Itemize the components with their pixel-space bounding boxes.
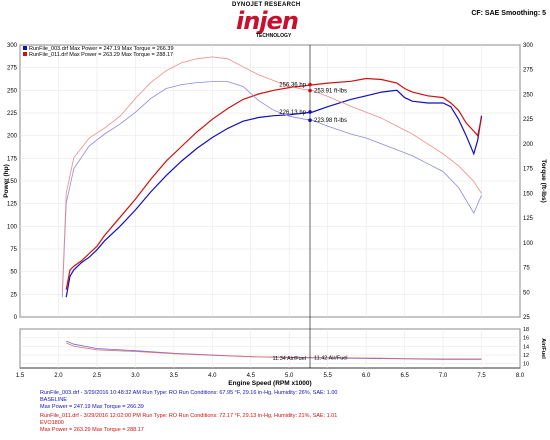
afr-axis-title: Air/Fuel [540,338,546,359]
x-tick-label: 5.5 [324,373,333,379]
y-tick-label: 175 [7,156,18,162]
run1-name: BASELINE [40,397,67,403]
legend-swatch [23,46,27,50]
y-tick-label: 300 [7,43,18,49]
x-tick-label: 3.0 [131,373,140,379]
x-tick-label: 6.0 [362,373,371,379]
afr-series-line [66,342,482,360]
y-tick-label: 75 [10,247,17,253]
x-tick-label: 3.5 [170,373,179,379]
y-right-tick-label: 50 [523,290,530,296]
brand-sub-text: TECHNOLOGY [256,33,292,39]
legend-entry: RunFile_003.drf Max Power = 247.19 Max T… [29,46,174,52]
y-right-tick-label: 150 [523,191,534,197]
y-tick-label: 250 [7,88,18,94]
afr-tick-label: 10 [523,362,529,368]
cursor-marker [308,118,312,122]
y-axis-title: Power (hp) [3,164,10,198]
y-right-tick-label: 175 [523,167,534,173]
y-tick-label: 50 [10,270,17,276]
cursor-readout: 226.13 hp [279,110,306,116]
x-tick-label: 2.5 [93,373,102,379]
cursor-marker [308,110,312,114]
x-tick-label: 2.0 [54,373,63,379]
cursor-readout: 223.98 ft-lbs [314,118,347,124]
legend-swatch [23,52,27,56]
y-right-tick-label: 225 [523,117,534,123]
x-tick-label: 1.5 [16,373,25,379]
y-right-tick-label: 125 [523,216,534,222]
series-line-power [65,89,483,298]
x-tick-label: 7.5 [477,373,486,379]
x-tick-label: 7.0 [439,373,448,379]
cursor-readout: 253.91 ft-lbs [314,89,347,95]
y-right-tick-label: 250 [523,92,534,98]
series-line-power [65,77,483,290]
y-right-axis-title: Torque (ft-lbs) [540,159,547,203]
y-right-tick-label: 25 [523,315,530,321]
cursor-marker [308,82,312,87]
run1-details: RunFile_003.drf - 3/29/2016 10:48:32 AM … [40,390,338,396]
y-right-tick-label: 75 [523,266,530,272]
y-right-tick-label: 100 [523,241,534,247]
y-tick-label: 275 [7,66,18,72]
x-tick-label: 4.5 [247,373,256,379]
y-tick-label: 25 [10,292,17,298]
afr-tick-label: 14 [523,344,529,350]
afr-tick-label: 16 [523,336,529,342]
y-tick-label: 0 [14,315,18,321]
cursor-readout: 256.36 hp [279,83,306,89]
legend-entry: RunFile_011.drf Max Power = 263.29 Max T… [29,52,173,58]
y-tick-label: 225 [7,111,18,117]
y-tick-label: 125 [7,202,18,208]
x-tick-label: 8.0 [516,373,525,379]
series-line-torque [61,56,482,293]
y-right-tick-label: 300 [523,43,534,49]
cursor-marker [308,88,312,93]
brand-top-text: DYNOJET RESEARCH [232,2,301,8]
x-tick-label: 5.0 [285,373,294,379]
y-tick-label: 100 [7,224,18,230]
afr-readout: 11.42 Air/Fuel [314,356,348,362]
y-right-tick-label: 200 [523,142,534,148]
y-tick-label: 150 [7,179,18,185]
y-right-tick-label: 275 [523,68,534,74]
run2-name: EVO1800 [40,420,64,426]
cf-smoothing-label: CF: SAE Smoothing: 5 [471,10,546,17]
x-axis-title: Engine Speed (RPM x1000) [228,380,311,387]
afr-tick-label: 12 [523,353,529,359]
afr-readout: 11.34 Air/Fuel [272,356,306,362]
afr-tick-label: 18 [523,327,529,333]
x-tick-label: 6.5 [400,373,409,379]
run2-details: RunFile_011.drf - 3/29/2016 12:02:00 PM … [40,413,338,419]
series-line-torque [61,81,482,298]
y-tick-label: 200 [7,134,18,140]
run2-max: Max Power = 263.29 Max Torque = 288.17 [40,427,144,433]
injen-logo: injen [236,7,299,35]
x-tick-label: 4.0 [208,373,217,379]
run1-max: Max Power = 247.19 Max Torque = 266.39 [40,404,144,410]
